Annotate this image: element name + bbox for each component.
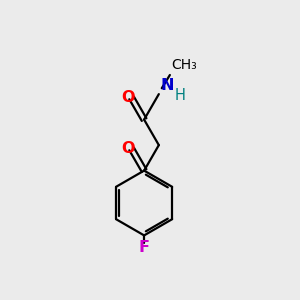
Text: N: N: [160, 78, 174, 93]
Text: O: O: [121, 90, 135, 105]
Text: O: O: [121, 141, 135, 156]
Text: CH₃: CH₃: [171, 58, 197, 72]
Text: H: H: [174, 88, 185, 103]
Text: F: F: [139, 240, 150, 255]
